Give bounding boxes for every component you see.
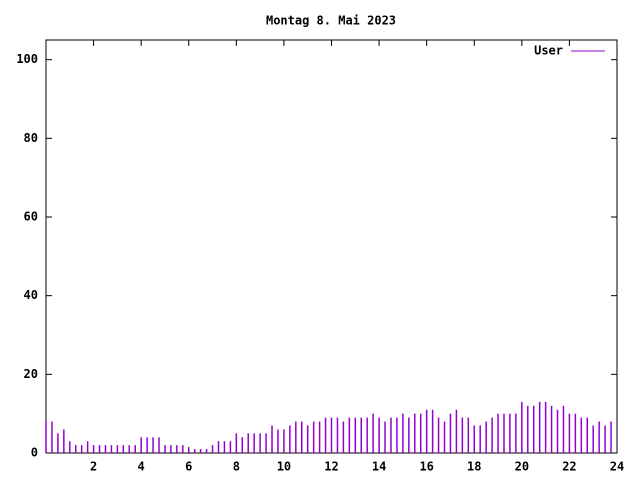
y-tick-label: 0	[31, 446, 38, 460]
y-tick-label: 100	[16, 52, 38, 66]
x-tick-label: 4	[138, 460, 145, 474]
plot-frame	[45, 39, 618, 454]
y-tick-label: 80	[24, 131, 38, 145]
x-tick-label: 10	[277, 460, 291, 474]
y-tick-label: 60	[24, 210, 38, 224]
x-tick-label: 14	[372, 460, 386, 474]
x-tick-label: 16	[419, 460, 433, 474]
x-tick-label: 20	[515, 460, 529, 474]
x-tick-label: 22	[562, 460, 576, 474]
y-tick-label: 40	[24, 288, 38, 302]
x-tick-label: 12	[324, 460, 338, 474]
x-tick-label: 6	[185, 460, 192, 474]
legend-label: User	[534, 44, 563, 58]
x-tick-label: 2	[90, 460, 97, 474]
chart-title: Montag 8. Mai 2023	[266, 14, 396, 28]
x-tick-label: 8	[233, 460, 240, 474]
y-tick-label: 20	[24, 367, 38, 381]
x-tick-label: 24	[610, 460, 624, 474]
x-tick-label: 18	[467, 460, 481, 474]
